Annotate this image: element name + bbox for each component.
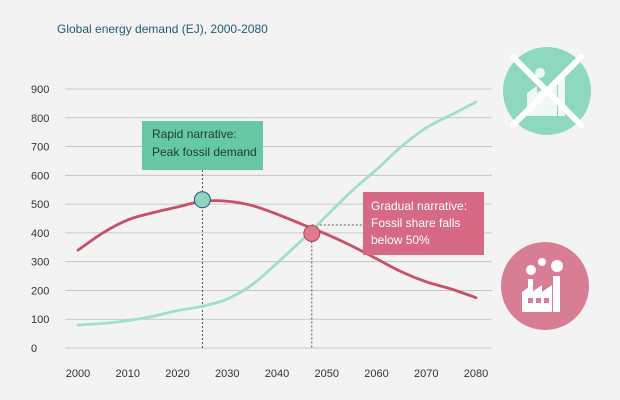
factory-window <box>536 298 541 303</box>
y-tick-label: 0 <box>31 343 37 355</box>
chimney-a <box>553 276 560 312</box>
x-tick-label: 2000 <box>66 368 90 380</box>
chimney <box>558 76 565 116</box>
annotation-text-peak: Peak fossil demand <box>152 145 257 159</box>
y-tick-label: 700 <box>31 142 49 154</box>
x-tick-label: 2050 <box>315 368 339 380</box>
y-tick-label: 100 <box>31 314 49 326</box>
smoke <box>535 68 545 78</box>
annotation-text-share: below 50% <box>371 233 430 247</box>
factory-window <box>544 298 549 303</box>
smoke-b <box>551 260 563 272</box>
annotation-text-share: Fossil share falls <box>371 216 460 230</box>
x-tick-label: 2020 <box>165 368 189 380</box>
y-tick-label: 900 <box>31 84 49 96</box>
chart-title: Global energy demand (EJ), 2000-2080 <box>57 22 268 36</box>
x-tick-label: 2070 <box>414 368 438 380</box>
smoke-c <box>538 258 546 266</box>
x-tick-label: 2080 <box>464 368 488 380</box>
y-tick-label: 300 <box>31 257 49 269</box>
x-tick-label: 2040 <box>265 368 289 380</box>
annotation-box-peak <box>142 121 263 170</box>
chimney-b <box>528 279 533 293</box>
y-tick-label: 500 <box>31 199 49 211</box>
x-tick-label: 2010 <box>116 368 140 380</box>
y-tick-label: 600 <box>31 170 49 182</box>
series-line-fossil <box>76 199 478 300</box>
smoke-a <box>526 265 536 275</box>
no-fossil-factory-icon <box>503 47 591 135</box>
y-tick-label: 800 <box>31 113 49 125</box>
annotation-text-share: Gradual narrative: <box>371 199 467 213</box>
x-tick-label: 2030 <box>215 368 239 380</box>
factory-silhouette <box>527 86 557 116</box>
y-tick-label: 400 <box>31 228 49 240</box>
marker-peak <box>193 191 211 209</box>
factory-window <box>528 298 533 303</box>
cross-line-b <box>510 54 584 128</box>
factory-icon <box>501 242 589 330</box>
factory-circle <box>501 242 589 330</box>
series-line-alternative <box>76 100 478 327</box>
annotation-box-share <box>363 192 484 255</box>
y-tick-label: 200 <box>31 285 49 297</box>
marker-share <box>303 224 321 242</box>
annotation-text-peak: Rapid narrative: <box>152 127 237 141</box>
x-tick-label: 2060 <box>364 368 388 380</box>
